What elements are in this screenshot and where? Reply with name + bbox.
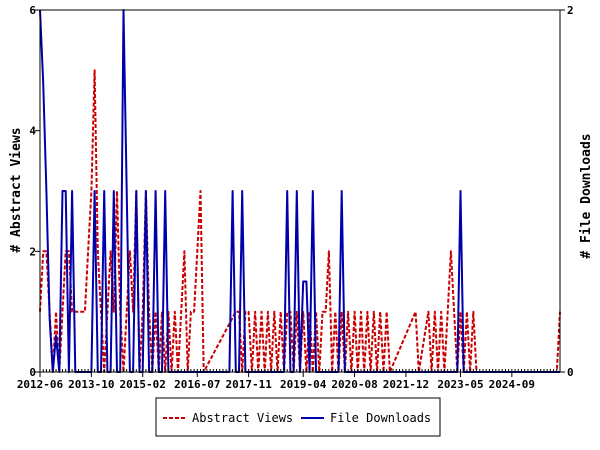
x-tick-label: 2013-10 bbox=[68, 378, 114, 391]
x-tick-label: 2012-06 bbox=[17, 378, 64, 391]
x-tick-label: 2021-12 bbox=[383, 378, 429, 391]
y-left-axis-label: # Abstract Views bbox=[9, 127, 24, 252]
y-right-tick-label: 0 bbox=[567, 366, 574, 379]
x-tick-label: 2017-11 bbox=[225, 378, 272, 391]
legend: Abstract Views File Downloads bbox=[155, 397, 441, 437]
x-tick-label: 2015-02 bbox=[120, 378, 166, 391]
legend-box bbox=[155, 397, 441, 437]
y-left-tick-label: 0 bbox=[29, 366, 36, 379]
y-right-axis-label: # File Downloads bbox=[579, 133, 594, 258]
series-line-file-downloads bbox=[39, 9, 560, 373]
x-tick-label: 2020-08 bbox=[331, 378, 377, 391]
y-right-tick-label: 2 bbox=[567, 4, 574, 17]
y-left-tick-label: 6 bbox=[29, 4, 36, 17]
x-tick-label: 2023-05 bbox=[437, 378, 483, 391]
axes-layer: 2012-06 2013-10 2015-02 2016-07 2017-11 2019-… bbox=[17, 4, 574, 391]
x-tick-label: 2024-09 bbox=[489, 378, 535, 391]
x-tick-label: 2019-04 bbox=[280, 378, 327, 391]
series-layer bbox=[39, 9, 561, 373]
x-tick-label: 2016-07 bbox=[174, 378, 220, 391]
legend-label-file-downloads: File Downloads bbox=[330, 411, 431, 425]
legend-label-abstract-views: Abstract Views bbox=[192, 411, 293, 425]
y-left-tick-label: 4 bbox=[29, 125, 36, 138]
y-left-tick-label: 2 bbox=[29, 245, 36, 258]
